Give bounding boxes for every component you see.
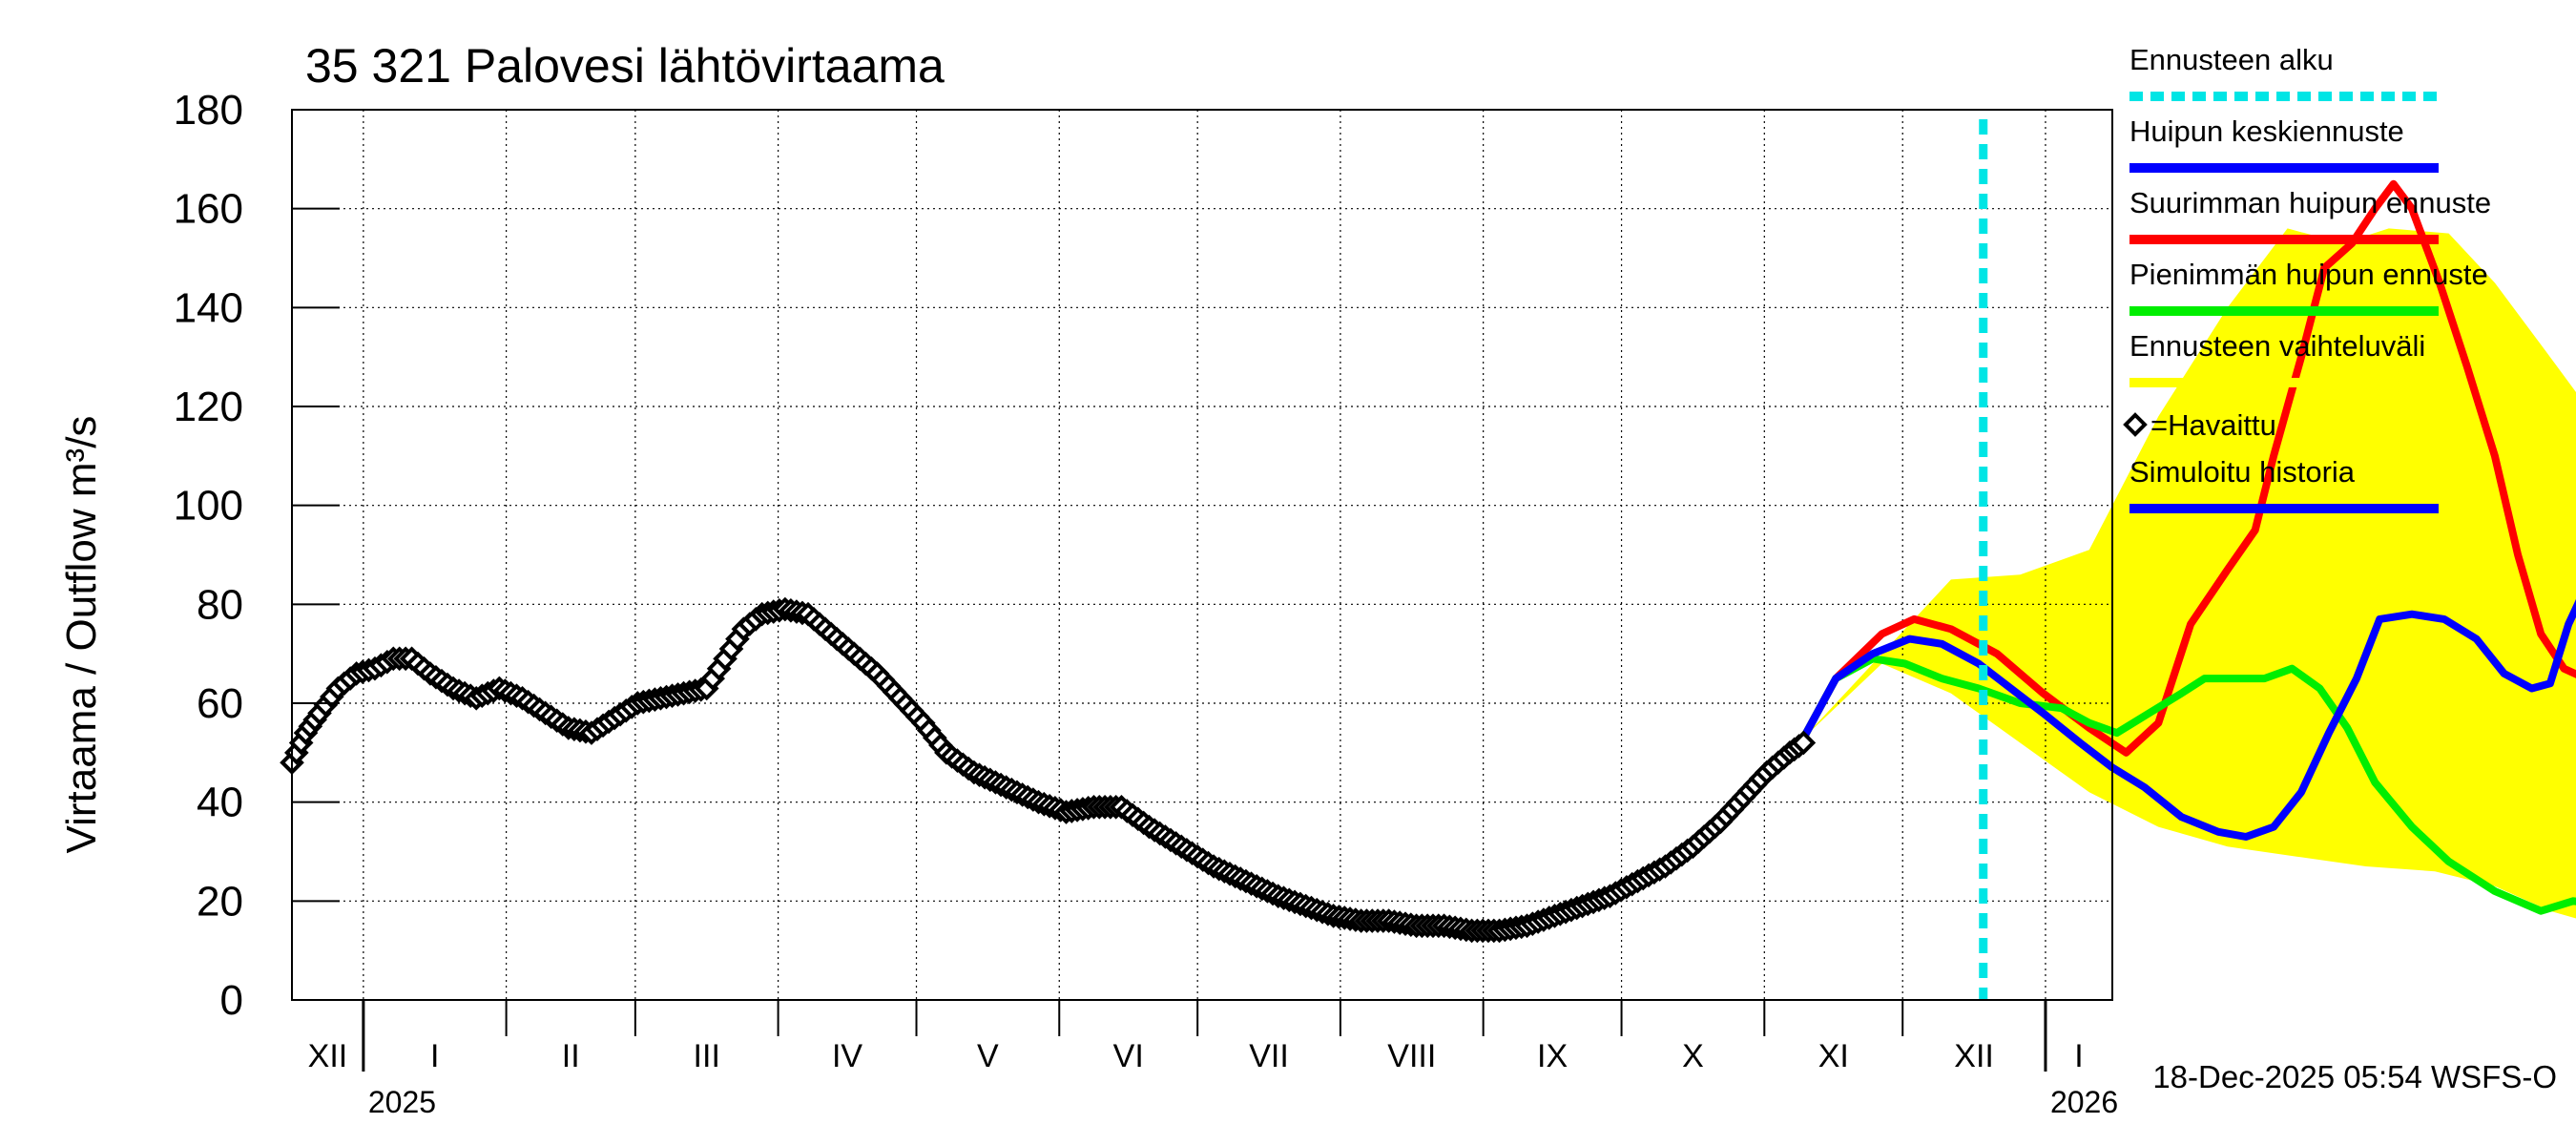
y-tick-label: 100: [174, 483, 243, 530]
y-tick-label: 180: [174, 87, 243, 134]
y-tick-label: 20: [197, 878, 243, 925]
observed-markers: [280, 596, 1817, 944]
legend-label: Ennusteen vaihteluväli: [2129, 329, 2425, 363]
month-label: IV: [832, 1038, 862, 1074]
series-lines: [1799, 119, 2576, 1000]
y-tick-label: 0: [220, 977, 243, 1024]
chart-title: 35 321 Palovesi lähtövirtaama: [305, 39, 945, 93]
month-label: XII: [308, 1038, 348, 1074]
month-label: V: [977, 1038, 999, 1074]
month-label: I: [2074, 1038, 2083, 1074]
grid-lines: [292, 110, 2112, 1000]
month-label: XI: [1818, 1038, 1849, 1074]
month-label: I: [430, 1038, 439, 1074]
month-label: X: [1682, 1038, 1704, 1074]
y-tick-label: 60: [197, 680, 243, 727]
month-label: IX: [1537, 1038, 1568, 1074]
y-tick-label: 120: [174, 384, 243, 430]
legend-label: Simuloitu historia: [2129, 455, 2356, 489]
year-label: 2026: [2050, 1085, 2118, 1119]
y-axis-label: Virtaama / Outflow m³/s: [58, 416, 105, 854]
month-label: VIII: [1387, 1038, 1436, 1074]
y-tick-label: 40: [197, 780, 243, 826]
plot-frame: [291, 109, 2113, 1001]
min-peak-forecast-line: [1799, 655, 2576, 915]
axes: [291, 109, 2113, 1072]
legend-label: Ennusteen alku: [2129, 43, 2334, 76]
timestamp-footer: 18-Dec-2025 05:54 WSFS-O: [2152, 1059, 2557, 1094]
y-tick-labels: 0 20 40 60 80 100 120 140 160 180: [174, 87, 243, 1024]
legend-observed-marker: [2123, 412, 2148, 437]
month-label: II: [562, 1038, 580, 1074]
forecast-range-band: [1803, 228, 2576, 919]
observed-point: [1791, 730, 1817, 756]
y-tick-label: 160: [174, 186, 243, 233]
legend-label: =Havaittu: [2150, 408, 2276, 442]
legend-label: Huipun keskiennuste: [2129, 114, 2404, 148]
legend-label: Suurimman huipun ennuste: [2129, 186, 2491, 219]
y-tick-label: 80: [197, 581, 243, 628]
max-peak-forecast-line: [1799, 179, 2576, 757]
mean-peak-forecast-line: [1799, 598, 2576, 841]
forecast-range-area: [1803, 228, 2576, 919]
legend-label: Pienimmän huipun ennuste: [2129, 258, 2488, 291]
month-label: VII: [1249, 1038, 1289, 1074]
month-label: VI: [1113, 1038, 1144, 1074]
month-label: XII: [1954, 1038, 1994, 1074]
year-label: 2025: [368, 1085, 436, 1119]
y-tick-label: 140: [174, 284, 243, 331]
legend: Ennusteen alku Huipun keskiennuste Suurimm…: [2123, 43, 2491, 513]
month-label: III: [694, 1038, 720, 1074]
